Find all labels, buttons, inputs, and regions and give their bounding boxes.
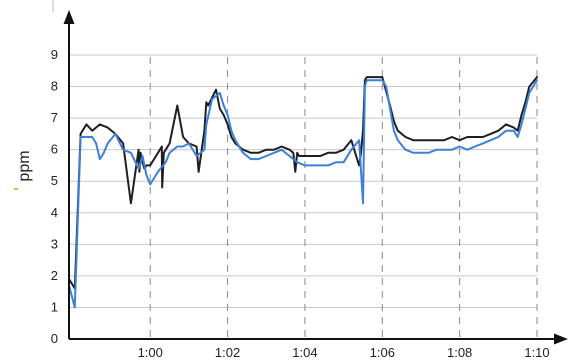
x-tick-label: 1:06 — [370, 345, 395, 360]
y-tick-label: 6 — [51, 142, 58, 157]
y-tick-label: 2 — [51, 268, 58, 283]
horizontal-grid-lines — [69, 54, 537, 308]
y-tick-label: 7 — [51, 110, 58, 125]
y-axis-arrow — [63, 10, 75, 24]
series-line-1 — [68, 76, 538, 290]
x-tick-labels: 1:00 1:02 1:04 1:06 1:08 1:10 — [138, 345, 550, 360]
x-tick-label: 1:00 — [138, 345, 163, 360]
y-tick-label: 8 — [51, 79, 58, 94]
series-lines — [68, 76, 538, 309]
x-tick-label: 1:10 — [524, 345, 549, 360]
x-axis-arrow — [554, 333, 568, 345]
y-axis-label: ppm — [16, 150, 33, 181]
axes — [63, 10, 568, 345]
x-tick-label: 1:08 — [447, 345, 472, 360]
x-tick-label: 1:02 — [215, 345, 240, 360]
y-tick-label: 5 — [51, 173, 58, 188]
series-line-2 — [68, 79, 538, 309]
x-tick-label: 1:04 — [292, 345, 317, 360]
y-tick-label: 3 — [51, 236, 58, 251]
y-tick-label: 9 — [51, 47, 58, 62]
y-tick-labels: 0 1 2 3 4 5 6 7 8 9 — [51, 47, 58, 346]
y-tick-label: 1 — [51, 299, 58, 314]
y-tick-label: 4 — [51, 205, 58, 220]
vertical-grid-lines — [149, 57, 538, 339]
y-tick-label: 0 — [51, 331, 58, 346]
